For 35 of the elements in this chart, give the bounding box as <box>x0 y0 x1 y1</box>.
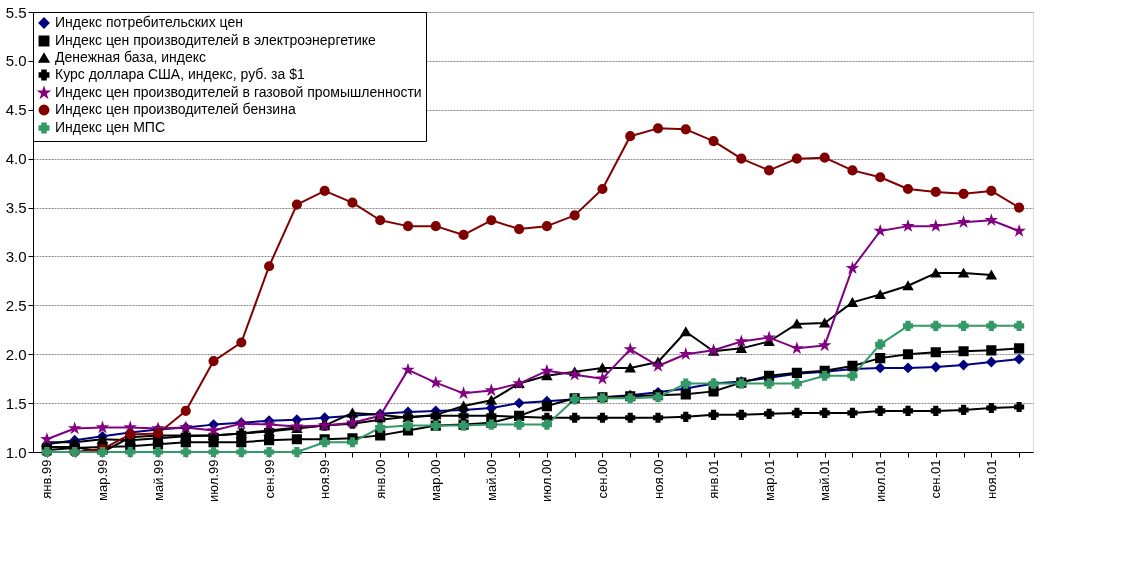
x-tick-label: ноя.00 <box>650 459 666 500</box>
x-tick-label: янв.01 <box>706 459 722 499</box>
x-tick-label: сен.00 <box>594 459 610 499</box>
x-tick-label: июл.00 <box>539 459 555 502</box>
y-tick-label: 3.0 <box>5 247 27 265</box>
y-tick-label: 4.0 <box>5 150 27 168</box>
y-tick-label: 1.5 <box>5 394 27 412</box>
y-tick-label: 5.5 <box>5 3 27 21</box>
x-tick-label: мар.00 <box>428 459 444 501</box>
x-tick-label: май.00 <box>483 459 499 502</box>
x-tick-label: янв.99 <box>39 459 55 499</box>
x-tick-label: июл.99 <box>206 459 222 502</box>
x-tick-label: мар.99 <box>94 459 110 501</box>
x-tick-label: янв.00 <box>372 459 388 499</box>
legend-label: Индекс потребительских цен <box>55 14 243 30</box>
x-tick-label: июл.01 <box>872 459 888 502</box>
x-tick-label: ноя.01 <box>983 459 999 500</box>
y-tick-label: 3.5 <box>5 199 27 217</box>
x-tick-label: май.01 <box>817 459 833 502</box>
x-tick-label: ноя.99 <box>317 459 333 500</box>
legend-label: Денежная база, индекс <box>55 49 207 65</box>
x-tick-label: сен.99 <box>261 459 277 499</box>
legend-label: Индекс цен производителей в электроэнергетике <box>55 32 377 48</box>
legend-label: Курс доллара США, индекс, руб. за $1 <box>55 66 305 82</box>
y-tick-label: 2.0 <box>5 345 27 363</box>
y-tick-label: 5.0 <box>5 52 27 70</box>
x-tick-label: май.99 <box>150 459 166 502</box>
y-tick-label: 1.0 <box>5 443 27 461</box>
legend-label: Индекс цен производителей бензина <box>55 101 296 117</box>
legend-label: Индекс цен МПС <box>55 119 166 135</box>
y-tick-label: 2.5 <box>5 296 27 314</box>
x-tick-label: сен.01 <box>928 459 944 499</box>
x-tick-label: мар.01 <box>761 459 777 501</box>
y-tick-label: 4.5 <box>5 101 27 119</box>
legend-label: Индекс цен производителей в газовой промышленности <box>55 84 422 100</box>
